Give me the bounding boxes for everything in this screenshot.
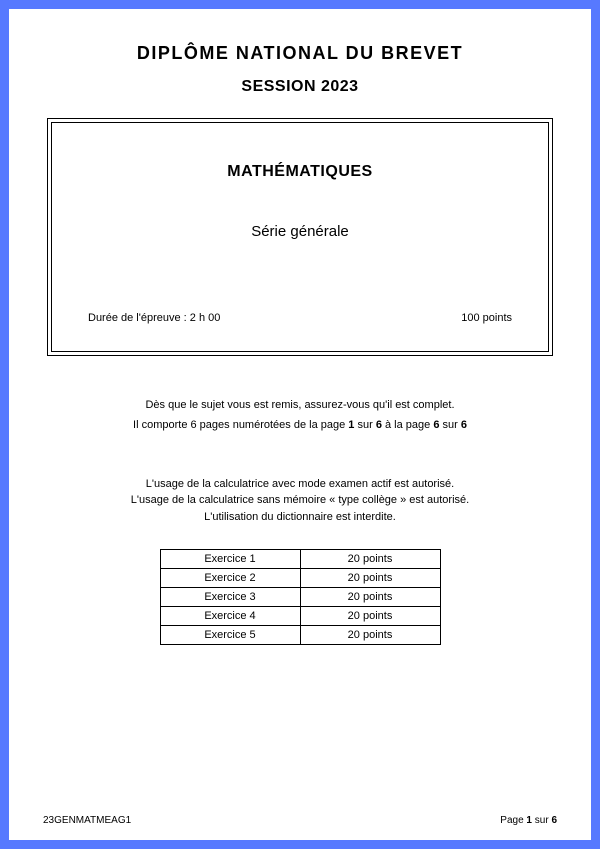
table-row: Exercice 1 20 points <box>160 550 440 569</box>
series-line: Série générale <box>72 223 528 240</box>
points-table-body: Exercice 1 20 points Exercice 2 20 point… <box>160 550 440 645</box>
exercise-label: Exercice 1 <box>160 550 300 569</box>
page-footer: 23GENMATMEAG1 Page 1 sur 6 <box>43 815 557 826</box>
instr-b4: 6 <box>461 419 467 431</box>
total-points-label: 100 points <box>461 312 512 324</box>
exercise-points: 20 points <box>300 550 440 569</box>
table-row: Exercice 4 20 points <box>160 607 440 626</box>
calc-line-3: L'utilisation du dictionnaire est interd… <box>43 509 557 526</box>
title-box-outer: MATHÉMATIQUES Série générale Durée de l'… <box>47 118 553 356</box>
table-row: Exercice 5 20 points <box>160 626 440 645</box>
exercise-points: 20 points <box>300 588 440 607</box>
title-box-inner: MATHÉMATIQUES Série générale Durée de l'… <box>51 122 549 352</box>
page-total: 6 <box>551 815 557 826</box>
page-frame: DIPLÔME NATIONAL DU BREVET SESSION 2023 … <box>0 0 600 849</box>
duration-label: Durée de l'épreuve : 2 h 00 <box>88 312 220 324</box>
table-row: Exercice 2 20 points <box>160 569 440 588</box>
subject-title: MATHÉMATIQUES <box>72 163 528 181</box>
points-table: Exercice 1 20 points Exercice 2 20 point… <box>160 549 441 645</box>
exercise-label: Exercice 2 <box>160 569 300 588</box>
calc-line-2: L'usage de la calculatrice sans mémoire … <box>43 492 557 509</box>
calculator-block: L'usage de la calculatrice avec mode exa… <box>43 476 557 526</box>
instr-mid2: à la page <box>382 419 433 431</box>
exam-code: 23GENMATMEAG1 <box>43 815 131 826</box>
exercise-label: Exercice 5 <box>160 626 300 645</box>
instructions-block: Dès que le sujet vous est remis, assurez… <box>43 396 557 436</box>
instr-pre: Il comporte 6 pages numérotées de la pag… <box>133 419 348 431</box>
exercise-label: Exercice 3 <box>160 588 300 607</box>
page-pre: Page <box>500 815 526 826</box>
session-line: SESSION 2023 <box>43 78 557 96</box>
title-box-footer: Durée de l'épreuve : 2 h 00 100 points <box>72 312 528 326</box>
exercise-points: 20 points <box>300 569 440 588</box>
exercise-points: 20 points <box>300 626 440 645</box>
exercise-label: Exercice 4 <box>160 607 300 626</box>
instructions-line-1: Dès que le sujet vous est remis, assurez… <box>43 396 557 416</box>
instr-mid1: sur <box>354 419 375 431</box>
instructions-line-2: Il comporte 6 pages numérotées de la pag… <box>43 416 557 436</box>
calc-line-1: L'usage de la calculatrice avec mode exa… <box>43 476 557 493</box>
page-mid: sur <box>532 815 551 826</box>
exercise-points: 20 points <box>300 607 440 626</box>
table-row: Exercice 3 20 points <box>160 588 440 607</box>
instr-mid3: sur <box>439 419 460 431</box>
diploma-title: DIPLÔME NATIONAL DU BREVET <box>43 43 557 64</box>
page-indicator: Page 1 sur 6 <box>500 815 557 826</box>
